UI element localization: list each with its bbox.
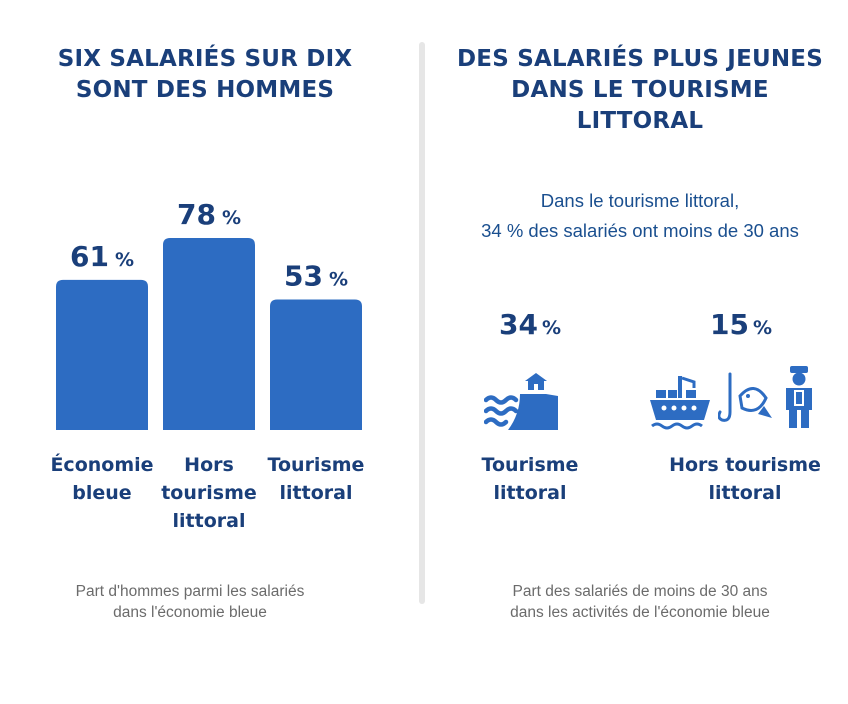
left-title-line1: SIX SALARIÉS SUR DIX (57, 46, 353, 72)
right-intro: Dans le tourisme littoral, 34 % des sala… (432, 186, 848, 246)
bar-category-label-line: Tourisme (267, 454, 365, 476)
cargo-ship-icon (650, 376, 710, 430)
group-label-line1: Tourisme (481, 454, 579, 476)
bar-category-label-line: bleue (72, 482, 132, 504)
group-label-hors-tourisme: Hors tourisme littoral (640, 451, 848, 507)
right-caption-line1: Part des salariés de moins de 30 ans (512, 583, 768, 600)
bar-category-label-line: Économie (50, 454, 154, 476)
right-title-line2: DANS LE TOURISME (511, 77, 769, 103)
right-caption: Part des salariés de moins de 30 ans dan… (432, 581, 848, 623)
bar-category-label-line: littoral (279, 482, 353, 504)
right-intro-line2: 34 % des salariés ont moins de 30 ans (481, 220, 799, 241)
group-label-line1: Hors tourisme (669, 454, 821, 476)
left-caption-line2: dans l'économie bleue (113, 604, 267, 621)
bar-0 (56, 279, 148, 430)
group-label-line2: littoral (493, 482, 567, 504)
bar-value-label-0: 61% (70, 240, 134, 273)
bar-value-label-2: 53% (284, 260, 348, 293)
bar-2 (270, 299, 362, 430)
bar-category-label-0: Économie bleue (42, 451, 162, 507)
right-title: DES SALARIÉS PLUS JEUNES DANS LE TOURISM… (432, 44, 848, 137)
left-caption: Part d'hommes parmi les salariés dans l'… (0, 581, 380, 623)
bar-category-label-line: littoral (172, 510, 246, 532)
sailor-icon (786, 366, 812, 428)
fishing-hook-fish-icon (718, 372, 772, 422)
group-value-unit: % (541, 317, 561, 339)
bar-category-label-line: Hors (184, 454, 234, 476)
group-value-hors-tourisme: 15% (666, 308, 816, 341)
right-caption-line2: dans les activités de l'économie bleue (510, 604, 770, 621)
coastal-house-waves-icon (484, 373, 558, 430)
left-title: SIX SALARIÉS SUR DIX SONT DES HOMMES (0, 44, 410, 106)
bar-category-label-line: tourisme (161, 482, 257, 504)
right-intro-line1: Dans le tourisme littoral, (540, 190, 740, 211)
group-value-unit: % (752, 317, 772, 339)
right-title-line3: LITTORAL (576, 108, 704, 134)
left-caption-line1: Part d'hommes parmi les salariés (75, 583, 305, 600)
panel-divider (419, 42, 425, 604)
right-title-line1: DES SALARIÉS PLUS JEUNES (457, 46, 823, 72)
group-value-number: 34 (498, 308, 538, 341)
bar-chart: 61 % 78 % 53% (56, 198, 362, 430)
group-label-tourisme-littoral: Tourisme littoral (440, 451, 620, 507)
group-label-line2: littoral (708, 482, 782, 504)
bar-value-label-1: 78% (177, 198, 241, 231)
bar-1 (163, 238, 255, 430)
group-value-number: 15 (709, 308, 749, 341)
bar-category-label-1: Hors tourisme littoral (149, 451, 269, 535)
group-value-tourisme-littoral: 34% (455, 308, 605, 341)
bar-category-label-2: Tourisme littoral (256, 451, 376, 507)
left-title-line2: SONT DES HOMMES (75, 77, 335, 103)
